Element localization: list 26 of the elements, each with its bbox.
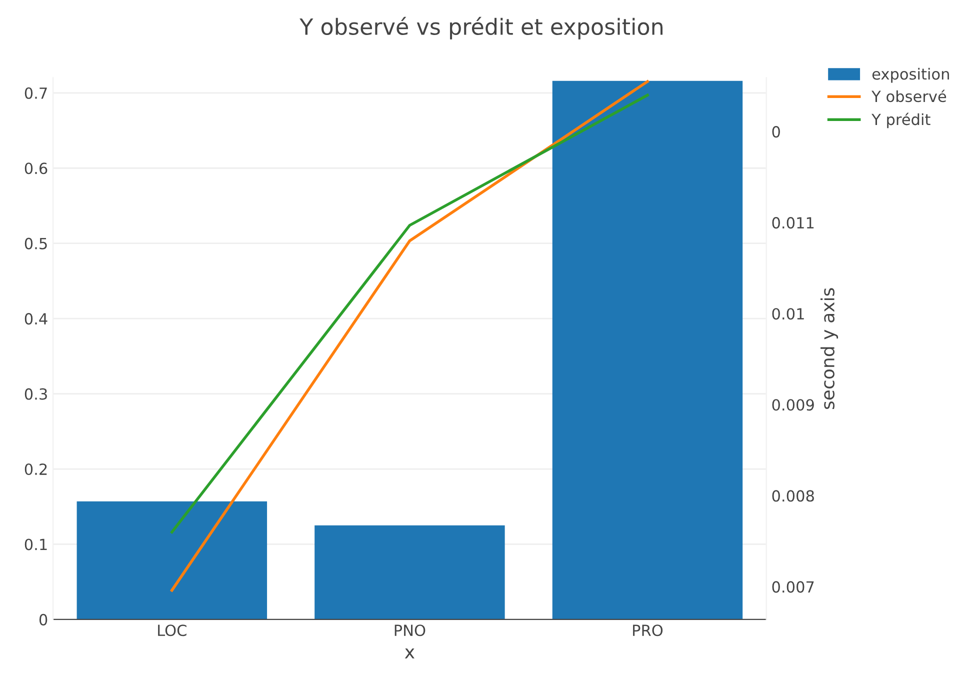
bar: [314, 525, 505, 620]
y2-tick-label: 0.007: [772, 581, 814, 593]
y2-tick-label: 0.011: [772, 217, 814, 229]
y2-axis-title: second y axis: [820, 288, 838, 410]
y-tick-label: 0.4: [24, 313, 48, 325]
legend-label: Y prédit: [872, 112, 930, 128]
x-axis-title: x: [404, 648, 414, 658]
bar: [552, 80, 743, 620]
y2-tick-label: 0.01: [772, 308, 804, 320]
legend-label: exposition: [872, 68, 949, 83]
y2-tick-label: 0.008: [772, 490, 814, 502]
y-tick-label: 0.7: [24, 87, 47, 99]
chart-title: Y observé vs prédit et exposition: [300, 16, 662, 40]
x-tick-label: PRO: [633, 624, 663, 636]
y-tick-label: 0: [39, 614, 48, 626]
x-tick-label: PNO: [394, 624, 426, 636]
y-tick-label: 0.6: [24, 162, 48, 174]
bar: [76, 501, 268, 620]
y-tick-label: 0.5: [24, 238, 47, 250]
y-tick-label: 0.3: [24, 388, 47, 400]
x-tick-label: LOC: [158, 624, 186, 636]
y2-tick-label: 0.009: [772, 399, 814, 411]
y-tick-label: 0.2: [24, 463, 47, 476]
y2-tick-label: 0: [772, 126, 780, 138]
y-tick-label: 0.1: [24, 538, 47, 550]
legend-label: Y observé: [872, 90, 946, 102]
